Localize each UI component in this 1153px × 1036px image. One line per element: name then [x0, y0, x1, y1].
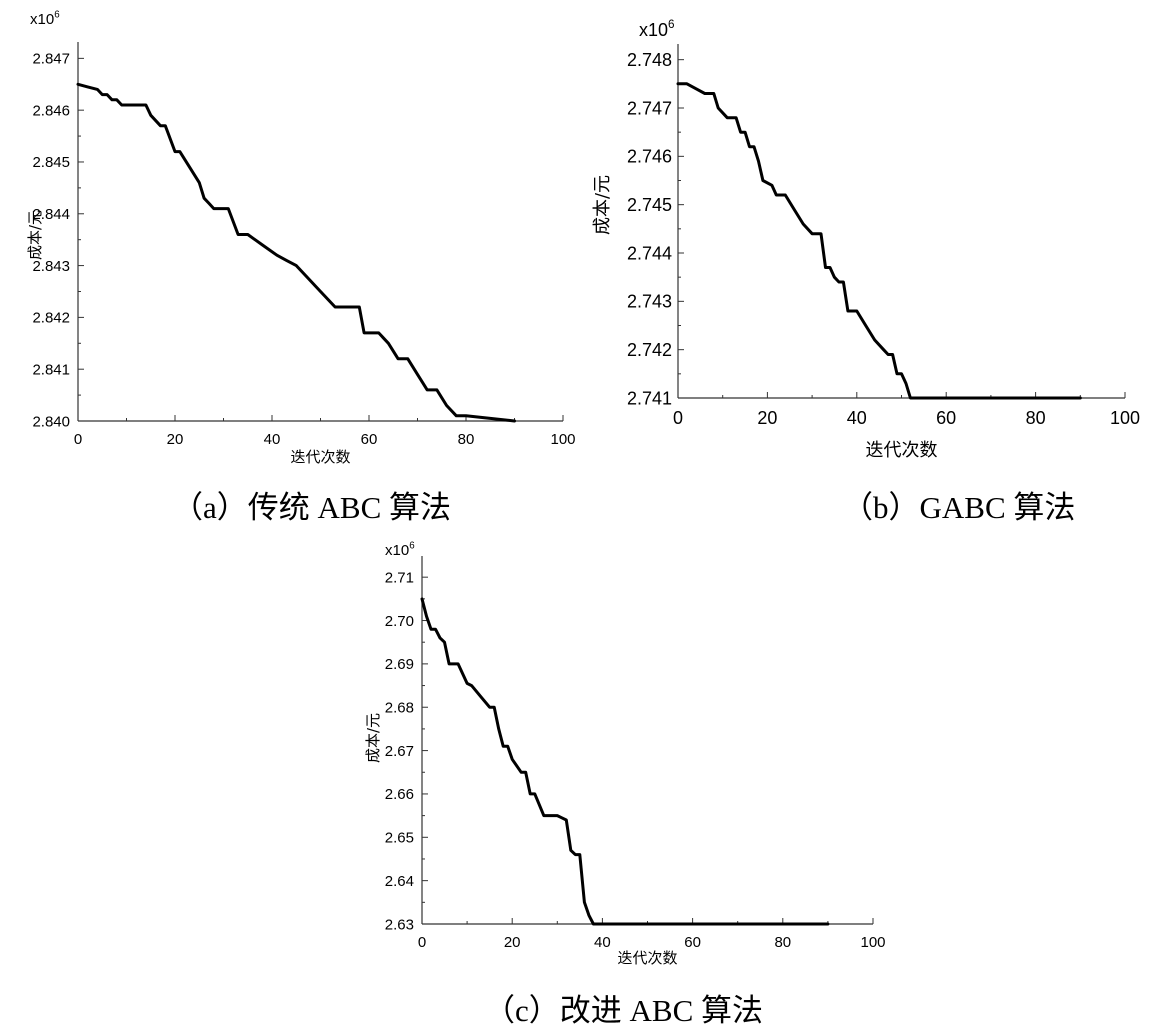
x-tick-label: 20 [504, 934, 521, 951]
x-tick-label: 40 [847, 408, 867, 428]
x-tick-label: 80 [1026, 408, 1046, 428]
y-tick-label: 2.744 [627, 243, 672, 263]
x-tick-label: 80 [774, 934, 791, 951]
x-tick-label: 60 [684, 934, 701, 951]
y-tick-label: 2.63 [385, 916, 414, 933]
x-axis-title: 迭代次数 [617, 949, 677, 967]
x-tick-label: 20 [167, 431, 184, 448]
y-tick-label: 2.748 [627, 50, 672, 70]
x-tick-label: 80 [458, 431, 475, 448]
x-tick-label: 100 [550, 431, 575, 448]
series-line [676, 82, 1082, 400]
x-tick-label: 60 [936, 408, 956, 428]
x-tick-label: 40 [594, 934, 611, 951]
chart-b: 0 20 40 60 80 100 2.741 2.742 2.743 2.744 2.745 2.7… [592, 18, 1140, 461]
y-tick-label: 2.746 [627, 147, 672, 167]
y-tick-label: 2.66 [385, 786, 414, 803]
y-axis-title: 成本/元 [26, 210, 44, 260]
caption-b: （b）GABC 算法 [842, 490, 1076, 525]
y-tick-label: 2.846 [32, 102, 70, 119]
y-multiplier-label: x106 [385, 540, 415, 559]
y-tick-label: 2.742 [627, 340, 672, 360]
x-tick-label: 0 [673, 408, 683, 428]
x-tick-label: 40 [264, 431, 281, 448]
caption-a: （a）传统 ABC 算法 [172, 490, 451, 525]
y-tick-label: 2.745 [627, 195, 672, 215]
x-tick-label: 100 [860, 934, 885, 951]
y-tick-label: 2.842 [32, 310, 70, 327]
series-line [420, 597, 830, 926]
y-tick-label: 2.844 [32, 206, 70, 223]
y-tick-label: 2.747 [627, 98, 672, 118]
y-tick-label: 2.841 [32, 361, 70, 378]
y-tick-label: 2.68 [385, 699, 414, 716]
x-tick-label: 20 [757, 408, 777, 428]
y-tick-label: 2.65 [385, 830, 414, 847]
y-multiplier-label: x106 [30, 9, 60, 28]
x-tick-label: 100 [1110, 408, 1140, 428]
x-tick-label: 60 [361, 431, 378, 448]
chart-a: 0 20 40 60 80 100 2.840 2.841 2.842 2.843 2.844 2.8… [26, 9, 576, 466]
x-tick-label: 0 [418, 934, 426, 951]
series-line [76, 82, 516, 423]
caption-c: （c）改进 ABC 算法 [484, 993, 763, 1028]
chart-c: 0 20 40 60 80 100 2.63 2.64 2.65 2.66 2.67 2.68 2.69… [364, 540, 886, 967]
y-tick-label: 2.64 [385, 873, 414, 890]
x-axis-title: 迭代次数 [290, 448, 350, 466]
y-tick-label: 2.67 [385, 743, 414, 760]
y-axis-title: 成本/元 [364, 713, 382, 763]
y-multiplier-label: x106 [639, 18, 675, 40]
y-tick-label: 2.845 [32, 154, 70, 171]
y-tick-label: 2.741 [627, 388, 672, 408]
y-tick-label: 2.743 [627, 292, 672, 312]
y-tick-label: 2.71 [385, 569, 414, 586]
x-axis-title: 迭代次数 [866, 440, 938, 461]
y-tick-label: 2.840 [32, 413, 70, 430]
y-tick-label: 2.70 [385, 613, 414, 630]
y-axis-title: 成本/元 [592, 175, 613, 235]
x-tick-label: 0 [74, 431, 82, 448]
y-tick-label: 2.69 [385, 656, 414, 673]
y-tick-label: 2.843 [32, 258, 70, 275]
y-tick-label: 2.847 [32, 51, 70, 68]
